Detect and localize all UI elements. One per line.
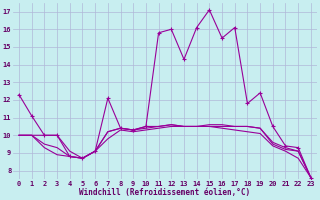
X-axis label: Windchill (Refroidissement éolien,°C): Windchill (Refroidissement éolien,°C) [79,188,251,197]
